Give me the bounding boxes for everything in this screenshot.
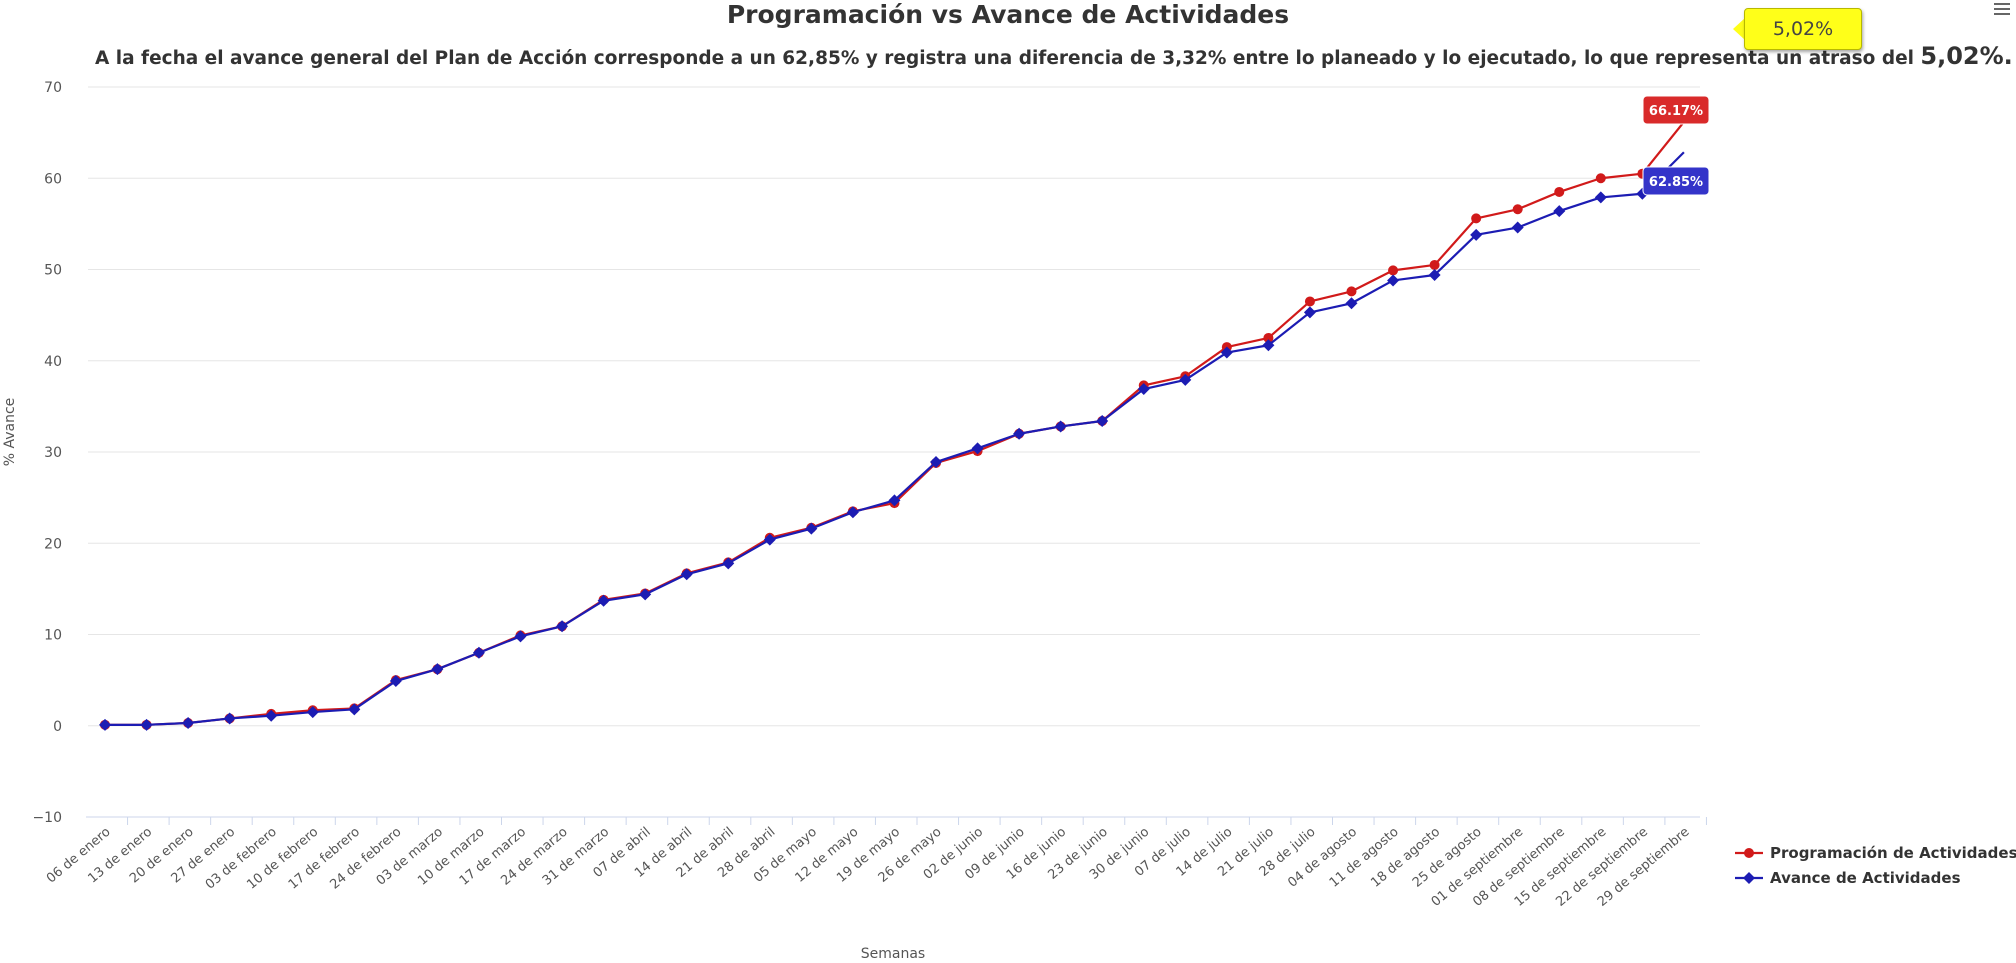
y-tick-label: 20	[44, 536, 62, 552]
data-point	[99, 718, 111, 731]
data-point	[971, 442, 984, 455]
data-point	[265, 709, 278, 722]
x-tick-label: 03 de febrero	[203, 825, 280, 893]
end-value-label: 66.17%	[1649, 104, 1703, 119]
data-point	[1388, 265, 1399, 276]
chart-title: Programación vs Avance de Actividades	[726, 0, 1290, 29]
data-point	[223, 712, 236, 725]
data-point	[1511, 221, 1524, 234]
y-tick-label: 10	[44, 628, 62, 644]
data-point	[1553, 205, 1566, 218]
data-point	[182, 717, 195, 730]
data-point	[1428, 268, 1441, 281]
hamburger-menu-icon[interactable]	[1994, 0, 2010, 18]
data-point	[930, 456, 942, 469]
y-tick-label: 40	[44, 354, 62, 370]
subtitle-highlight: 5,02%.	[1920, 42, 2013, 70]
data-point	[389, 675, 402, 688]
data-point	[1512, 204, 1523, 215]
end-value-label-box	[1642, 166, 1710, 196]
data-point	[514, 630, 527, 643]
data-point	[348, 703, 361, 716]
x-tick-label: 10 de febrero	[244, 825, 321, 893]
data-point	[597, 594, 610, 607]
y-tick-label: 70	[44, 80, 62, 96]
x-tick-label: 24 de febrero	[327, 825, 404, 893]
data-point	[1179, 373, 1192, 386]
y-tick-label: 50	[44, 263, 62, 279]
data-point	[722, 557, 735, 570]
subtitle-text: A la fecha el avance general del Plan de…	[95, 48, 1921, 69]
data-point	[306, 706, 319, 719]
legend-marker	[1744, 848, 1754, 858]
data-point	[1470, 228, 1483, 241]
data-point	[1554, 186, 1565, 197]
data-point	[140, 718, 153, 731]
data-point	[805, 522, 818, 535]
callout-badge: 5,02%	[1744, 8, 1862, 50]
legend-label: Programación de Actividades	[1770, 844, 2016, 862]
data-point	[1262, 339, 1275, 352]
y-tick-label: 30	[44, 445, 62, 461]
data-point	[472, 646, 485, 659]
data-point	[1054, 420, 1067, 433]
data-point	[1304, 296, 1315, 307]
data-point	[1345, 297, 1358, 310]
legend-marker	[1743, 872, 1755, 884]
data-point	[1013, 427, 1026, 440]
data-point	[431, 663, 444, 676]
data-point	[888, 494, 901, 507]
x-axis-title: Semanas	[861, 946, 925, 962]
y-tick-label: 60	[44, 171, 62, 187]
x-tick-label: 17 de febrero	[286, 825, 363, 893]
data-point	[1346, 286, 1357, 297]
data-point	[1429, 259, 1440, 270]
data-point	[1263, 332, 1274, 343]
series-line-1	[105, 151, 1685, 726]
data-point	[763, 533, 776, 546]
data-point	[1595, 173, 1606, 184]
data-point	[1471, 213, 1482, 224]
end-value-label: 62.85%	[1649, 175, 1703, 190]
data-point	[1303, 306, 1316, 319]
badge-pointer	[1733, 18, 1745, 40]
data-point	[639, 588, 652, 601]
data-point	[846, 506, 859, 519]
y-axis-title: % Avance	[2, 398, 18, 467]
data-point	[1594, 191, 1607, 204]
data-point	[556, 620, 569, 633]
legend: Programación de Actividades Avance de Act…	[1735, 844, 2016, 887]
data-point	[1387, 274, 1400, 287]
y-tick-label: 0	[53, 719, 62, 735]
data-point	[1220, 346, 1233, 359]
data-point	[1096, 414, 1109, 427]
data-point	[680, 568, 693, 581]
end-value-label-box	[1642, 95, 1710, 125]
y-tick-label: −10	[32, 810, 62, 826]
data-point	[1137, 383, 1150, 396]
legend-label: Avance de Actividades	[1770, 869, 1961, 887]
chart-subtitle: A la fecha el avance general del Plan de…	[95, 44, 2013, 71]
